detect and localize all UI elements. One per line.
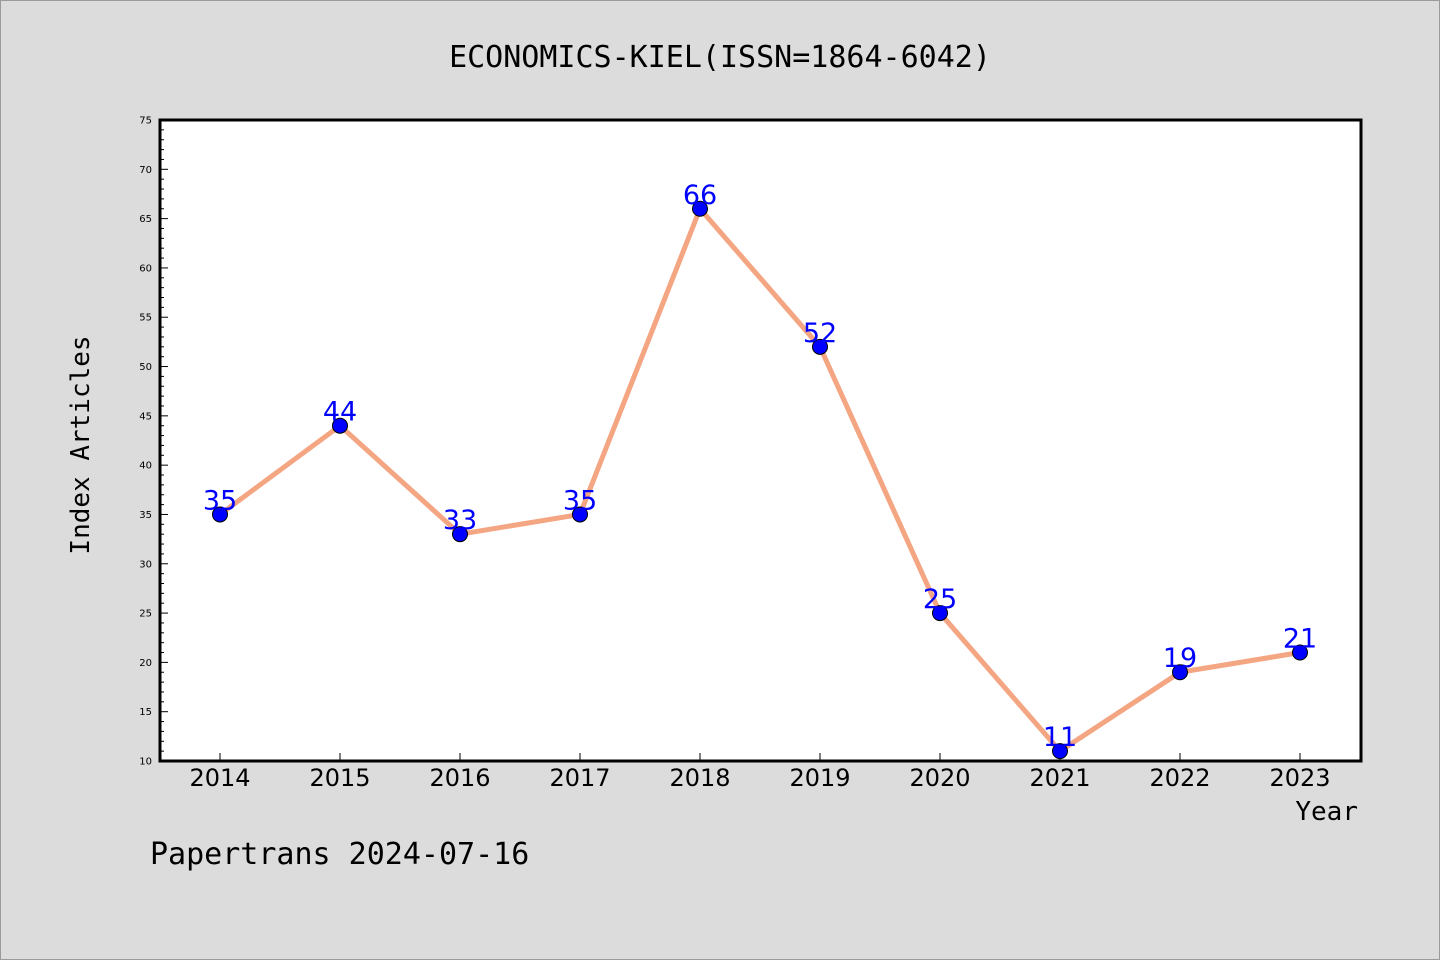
x-tick-label: 2021	[1029, 764, 1090, 792]
data-point	[572, 506, 588, 523]
series-layer	[212, 200, 1308, 760]
data-point	[812, 338, 828, 355]
data-point	[1052, 743, 1068, 760]
data-label: 35	[563, 485, 597, 516]
y-tick-label: 30	[139, 559, 152, 570]
data-label: 21	[1283, 624, 1317, 655]
data-label: 35	[203, 485, 237, 516]
y-tick-label: 45	[139, 411, 152, 422]
y-tick-label: 55	[139, 313, 152, 324]
footer-text: Papertrans 2024-07-16	[150, 837, 529, 872]
x-tick-label: 2023	[1269, 764, 1330, 792]
x-tick-label: 2015	[309, 764, 370, 792]
y-tick-label: 65	[139, 214, 152, 225]
y-tick-label: 40	[139, 461, 152, 472]
data-label: 19	[1163, 643, 1197, 674]
y-tick-label: 10	[139, 757, 152, 768]
y-tick-label: 75	[139, 116, 152, 127]
x-tick-label: 2022	[1149, 764, 1210, 792]
data-label: 25	[923, 584, 957, 615]
y-tick-label: 50	[139, 362, 152, 373]
y-tick-label: 70	[139, 165, 152, 176]
x-tick-label: 2019	[789, 764, 850, 792]
data-label: 52	[803, 318, 837, 349]
data-labels: 35 44 33 35 66 52 25 11 19 21	[203, 180, 1317, 753]
chart-title: ECONOMICS-KIEL(ISSN=1864-6042)	[449, 40, 991, 75]
y-tick-label: 20	[139, 658, 152, 669]
series-line	[217, 206, 1303, 754]
data-point	[692, 200, 708, 217]
data-label: 33	[443, 505, 477, 536]
x-tick-label: 2018	[669, 764, 730, 792]
plot-area	[160, 120, 1361, 761]
y-axis-title: Index Articles	[66, 335, 96, 554]
data-point	[212, 506, 228, 523]
x-axis-title: Year	[1295, 797, 1358, 827]
data-label: 66	[683, 180, 717, 211]
plot-border	[158, 118, 1363, 763]
x-axis: 2014 2015 2016 2017 2018 2019 2020 2021 2022 2023	[189, 753, 1331, 792]
y-tick-label: 35	[139, 510, 152, 521]
x-tick-label: 2017	[549, 764, 610, 792]
data-label: 44	[323, 397, 357, 428]
data-point	[332, 417, 348, 434]
data-point	[932, 605, 948, 622]
x-tick-label: 2014	[189, 764, 250, 792]
data-point	[1292, 644, 1308, 661]
y-tick-label: 15	[139, 707, 152, 718]
data-point	[1172, 664, 1188, 681]
data-point	[452, 526, 468, 543]
data-label: 11	[1043, 722, 1077, 753]
y-tick-label: 25	[139, 609, 152, 620]
x-tick-label: 2016	[429, 764, 490, 792]
x-tick-label: 2020	[909, 764, 970, 792]
y-tick-label: 60	[139, 263, 152, 274]
